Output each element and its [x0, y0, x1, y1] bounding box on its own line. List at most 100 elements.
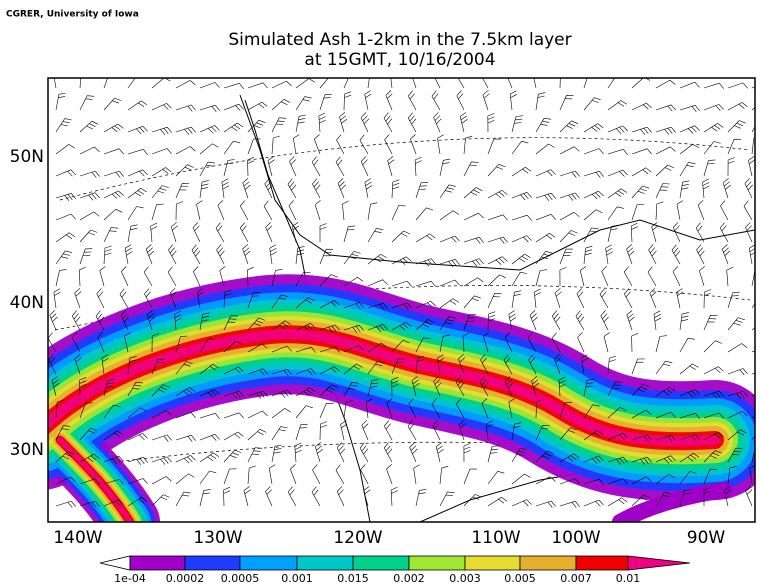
- wind-barb: [79, 192, 100, 201]
- wind-barb: [504, 376, 514, 397]
- wind-barb: [247, 82, 268, 89]
- wind-barb: [127, 407, 147, 419]
- wind-barb: [487, 496, 508, 507]
- wind-barb: [55, 169, 76, 177]
- wind-barb: [727, 82, 748, 89]
- wind-barb: [55, 92, 66, 111]
- wind-barb: [703, 390, 724, 399]
- wind-barb: [751, 415, 755, 419]
- wind-barb: [559, 120, 579, 133]
- wind-barb: [631, 126, 652, 135]
- wind-barb: [463, 277, 484, 287]
- wind-barb: [215, 222, 225, 243]
- wind-barb: [196, 288, 204, 309]
- wind-barb: [79, 402, 93, 419]
- wind-barb: [360, 156, 369, 177]
- wind-barb: [583, 378, 595, 397]
- wind-barb: [199, 364, 219, 375]
- wind-barb: [535, 251, 553, 265]
- wind-barb: [268, 464, 276, 485]
- wind-barb: [607, 432, 628, 441]
- wind-barb: [151, 333, 159, 353]
- wind-barb: [679, 312, 689, 331]
- wind-barb: [483, 332, 490, 353]
- wind-barb: [631, 434, 652, 442]
- wind-barb: [247, 266, 254, 287]
- wind-barb: [127, 169, 148, 177]
- wind-barb: [175, 104, 196, 112]
- wind-barb: [699, 266, 705, 287]
- wind-barb: [559, 212, 580, 221]
- wind-barb: [435, 442, 444, 463]
- ash-band: [48, 329, 720, 447]
- wind-barb: [127, 206, 144, 221]
- wind-barb: [243, 486, 251, 507]
- colorbar-end: [627, 555, 691, 571]
- wind-barb: [247, 317, 266, 331]
- wind-barb: [722, 178, 731, 199]
- wind-barb: [463, 161, 479, 177]
- wind-barb: [391, 377, 399, 397]
- wind-barb: [432, 420, 441, 441]
- wind-barb: [504, 332, 513, 353]
- wind-barb: [175, 434, 196, 442]
- wind-barb: [151, 359, 166, 375]
- wind-barb: [384, 134, 393, 155]
- wind-barb: [703, 450, 722, 463]
- wind-barb: [51, 376, 60, 397]
- wind-barb: [631, 333, 639, 353]
- wind-barb: [359, 134, 369, 155]
- wind-barb: [751, 435, 755, 441]
- wind-barb: [439, 298, 459, 309]
- wind-barb: [655, 492, 672, 507]
- wind-barb: [528, 354, 537, 375]
- wind-barb: [479, 376, 489, 397]
- wind-barb: [146, 310, 155, 331]
- wind-barb: [559, 248, 573, 265]
- graticule: [54, 285, 751, 331]
- wind-barb: [583, 227, 599, 243]
- wind-barb: [314, 200, 321, 221]
- wind-barb: [559, 500, 580, 508]
- wind-barb: [97, 332, 105, 353]
- wind-barb: [223, 449, 242, 463]
- wind-barb: [727, 411, 748, 419]
- colorbar-label: 0.003: [449, 572, 481, 585]
- wind-barb: [360, 112, 370, 133]
- wind-barb: [583, 170, 604, 178]
- colorbar-segment: [408, 555, 466, 571]
- wind-barb: [290, 464, 297, 485]
- wind-barb: [151, 185, 169, 199]
- wind-barb: [631, 78, 651, 89]
- wind-barb: [551, 332, 561, 353]
- wind-barb: [607, 149, 628, 155]
- wind-barb: [583, 499, 604, 507]
- wind-barb: [167, 266, 177, 287]
- wind-barb: [53, 288, 61, 309]
- wind-barb: [319, 324, 340, 333]
- wind-barb: [103, 148, 124, 155]
- wind-barb: [168, 244, 177, 265]
- wind-barb: [487, 471, 505, 485]
- wind-barb: [79, 248, 93, 265]
- lon-label: 100W: [551, 528, 600, 548]
- wind-barb: [482, 78, 489, 89]
- wind-barb: [247, 465, 256, 485]
- wind-barb: [655, 126, 676, 135]
- wind-barb: [679, 162, 696, 177]
- wind-barb: [271, 269, 283, 287]
- wind-barb: [631, 204, 645, 221]
- wind-barb: [271, 294, 289, 309]
- wind-barb: [312, 178, 321, 199]
- wind-barb: [55, 451, 75, 463]
- wind-barb: [127, 224, 138, 243]
- wind-barb: [289, 156, 297, 177]
- wind-barb: [727, 157, 735, 177]
- wind-barb: [415, 280, 436, 287]
- wind-barb: [343, 277, 364, 287]
- wind-barb: [199, 161, 215, 177]
- wind-barb: [626, 310, 635, 331]
- wind-barb: [319, 300, 340, 309]
- wind-barb: [367, 78, 370, 89]
- wind-barb: [223, 140, 241, 155]
